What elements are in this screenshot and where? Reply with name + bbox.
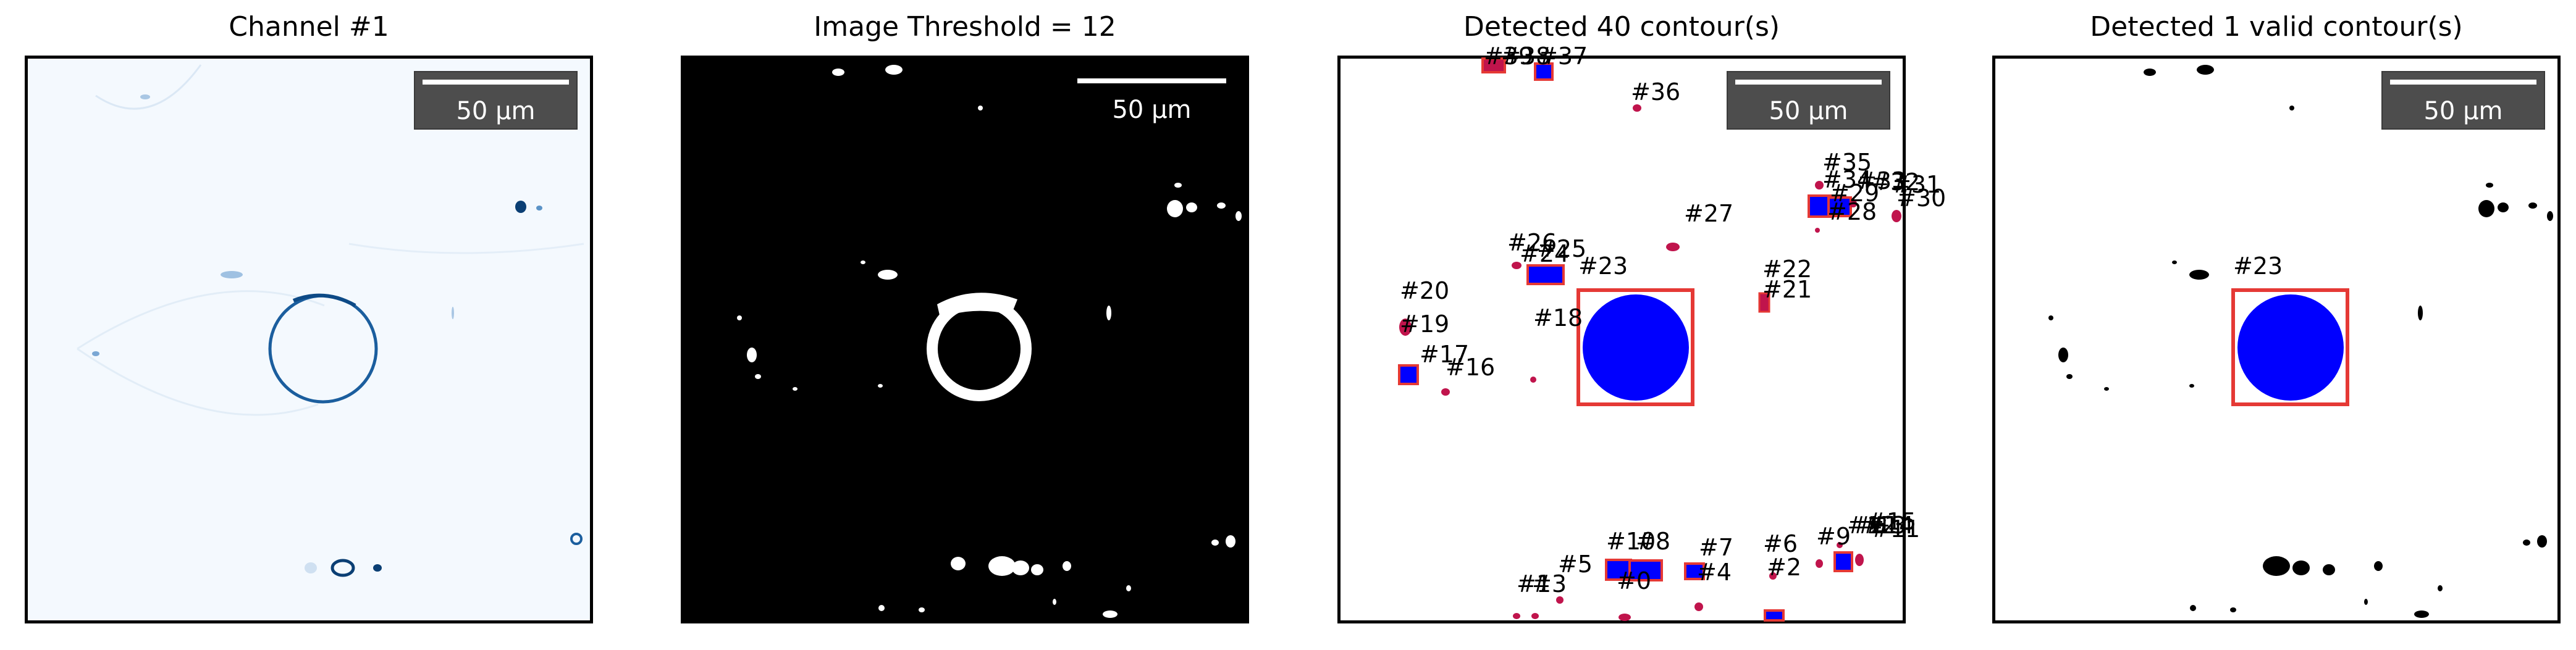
- contour-label: #38: [1501, 43, 1551, 70]
- threshold-image: [684, 59, 1246, 620]
- contour-label: #3: [1532, 570, 1567, 598]
- contour-label: #17: [1420, 341, 1470, 368]
- channel-image: [28, 59, 590, 620]
- contour-label: #10: [1606, 528, 1656, 555]
- contour-label: #6: [1763, 530, 1798, 557]
- detected-contours-image: [1398, 57, 1901, 622]
- contour-label: #32: [1871, 169, 1921, 196]
- panel-title-threshold: Image Threshold = 12: [814, 11, 1116, 43]
- channel-image-panel: 50 µm: [25, 56, 593, 623]
- contour-label: #25: [1537, 235, 1587, 262]
- contour-label: #35: [1822, 149, 1872, 176]
- contour-label: #4: [1697, 559, 1732, 586]
- contour-label: #21: [1762, 276, 1812, 303]
- scalebar-label: 50 µm: [1112, 96, 1192, 124]
- scalebar: 50 µm: [1727, 71, 1890, 130]
- contour-label: #8: [1636, 528, 1671, 555]
- contour-label: #15: [1867, 508, 1917, 535]
- contour-label: #26: [1507, 229, 1557, 256]
- scalebar: 50 µm: [414, 71, 578, 130]
- contour-label: #20: [1400, 277, 1450, 304]
- valid-contours-image: [1995, 59, 2557, 620]
- contour-label: #7: [1699, 534, 1734, 561]
- panel-title-channel: Channel #1: [229, 11, 389, 43]
- contour-label: #18: [1533, 304, 1583, 331]
- contour-label: #29: [1830, 180, 1880, 207]
- contour-label: #9: [1816, 523, 1851, 550]
- detected-contours-panel: 50 µm #0 #1 #2 #3 #4 #5 #6 #7 #8 #9 #10 #11 #12 #13 #1…: [1337, 43, 1946, 623]
- contour-label: #11: [1871, 515, 1921, 543]
- contour-label: #22: [1762, 256, 1812, 283]
- contour-label: #14: [1864, 512, 1914, 539]
- contour-label: #5: [1558, 551, 1593, 578]
- scalebar: 50 µm: [2381, 71, 2545, 130]
- valid-contours-panel: 50 µm #23: [1992, 56, 2561, 623]
- contour-label: #16: [1446, 354, 1496, 381]
- threshold-image-panel: 50 µm: [681, 56, 1249, 623]
- contour-label: #31: [1892, 171, 1942, 198]
- contour-label: #1: [1517, 570, 1552, 598]
- contour-label: #13: [1857, 512, 1907, 539]
- panel-title-detected-all: Detected 40 contour(s): [1463, 11, 1780, 43]
- contour-label: #30: [1896, 185, 1947, 212]
- scalebar-line: [2390, 80, 2536, 85]
- contour-label: #33: [1857, 167, 1907, 194]
- contour-label: #34: [1822, 166, 1872, 193]
- contour-shapes: [1398, 57, 1901, 622]
- scalebar: 50 µm: [1070, 71, 1234, 130]
- contour-label: #27: [1684, 200, 1734, 227]
- contour-label: #39: [1484, 43, 1534, 70]
- scalebar-label: 50 µm: [1769, 97, 1848, 125]
- scalebar-label: 50 µm: [456, 97, 536, 125]
- contour-label: #12: [1847, 512, 1897, 539]
- contour-label: #2: [1767, 554, 1802, 581]
- contour-label: #23: [2233, 252, 2283, 280]
- contour-label: #23: [1578, 252, 1628, 280]
- scalebar-line: [423, 80, 569, 85]
- contour-label: #28: [1827, 198, 1877, 225]
- scalebar-line: [1735, 80, 1882, 85]
- contour-label: #24: [1520, 240, 1570, 267]
- contour-label: #19: [1400, 310, 1450, 338]
- scalebar-label: 50 µm: [2423, 97, 2503, 125]
- contour-label: #36: [1631, 78, 1681, 106]
- panel-title-detected-valid: Detected 1 valid contour(s): [2090, 11, 2463, 43]
- scalebar-line: [1077, 78, 1226, 83]
- contour-label: #37: [1538, 43, 1588, 70]
- contour-label: #0: [1617, 567, 1652, 594]
